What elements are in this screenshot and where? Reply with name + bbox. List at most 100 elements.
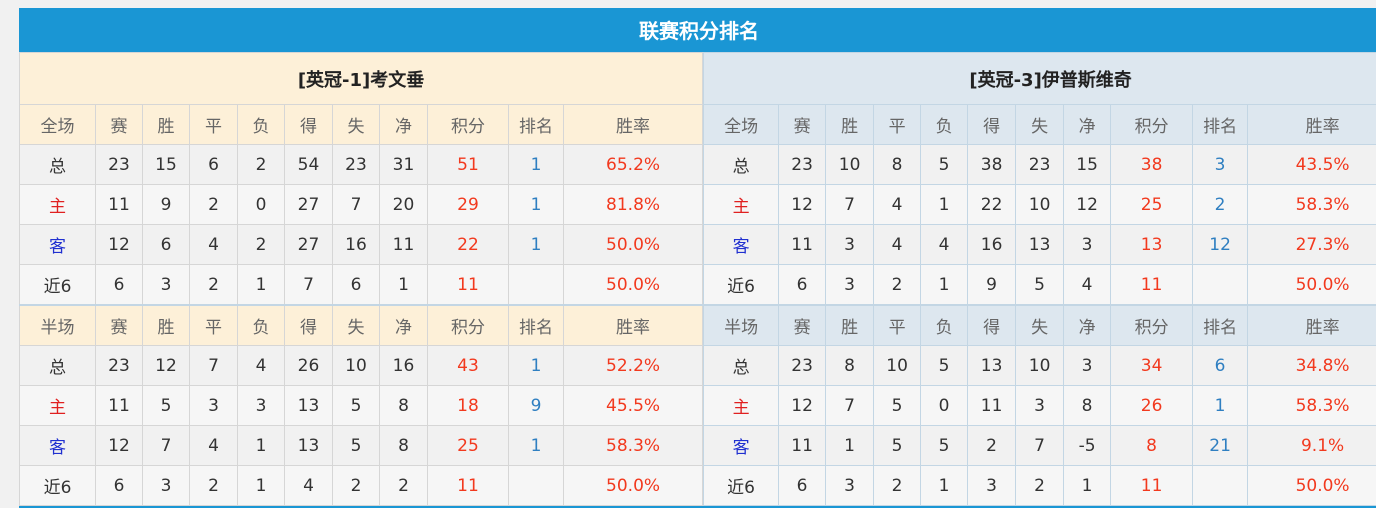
cell: 3 bbox=[825, 264, 875, 306]
cell: 34 bbox=[1110, 345, 1194, 386]
cell: 7 bbox=[1015, 425, 1065, 466]
column-header: 胜率 bbox=[562, 304, 704, 346]
cell: 2 bbox=[1192, 184, 1249, 225]
header-row: 全场赛胜平负得失净积分 排名 胜率 bbox=[703, 104, 1376, 145]
column-header: 积分 bbox=[427, 304, 509, 346]
cell: 3 bbox=[1192, 144, 1249, 185]
cell: 0 bbox=[920, 385, 969, 426]
cell: 主 bbox=[703, 184, 780, 225]
cell: 50.0% bbox=[1247, 264, 1376, 306]
cell: 2 bbox=[189, 184, 238, 225]
cell: 近6 bbox=[19, 264, 96, 306]
table-row: 客 11 3 4 4 16 13 3 13 12 27.3% bbox=[703, 224, 1376, 265]
cell: 近6 bbox=[19, 465, 96, 506]
cell: 11 bbox=[778, 425, 827, 466]
cell: 11 bbox=[427, 264, 509, 306]
cell: 20 bbox=[379, 184, 428, 225]
cell: 近6 bbox=[703, 465, 780, 506]
cell: 8 bbox=[1063, 385, 1112, 426]
cell: 22 bbox=[427, 224, 509, 265]
cell: 1 bbox=[920, 465, 969, 506]
table-row: 客 11 1 5 5 2 7 -5 8 21 9.1% bbox=[703, 425, 1376, 466]
cell: 主 bbox=[703, 385, 780, 426]
team-pane: [英冠-3]伊普斯维奇 全场赛胜平负得失净积分 排名 胜率总 23 10 8 5 38 23 15 3… bbox=[703, 52, 1376, 508]
cell: 2 bbox=[189, 264, 238, 306]
cell: 26 bbox=[1110, 385, 1194, 426]
cell: 13 bbox=[1110, 224, 1194, 265]
cell: 3 bbox=[825, 465, 875, 506]
cell: 8 bbox=[1110, 425, 1194, 466]
column-header: 得 bbox=[284, 304, 333, 346]
cell: 43.5% bbox=[1247, 144, 1376, 185]
cell: 18 bbox=[427, 385, 509, 426]
cell: 0 bbox=[237, 184, 285, 225]
cell: 客 bbox=[703, 425, 780, 466]
column-header: 负 bbox=[920, 104, 969, 145]
cell: 近6 bbox=[703, 264, 780, 306]
cell: 5 bbox=[873, 425, 922, 466]
table-row: 主 11 9 2 0 27 7 20 29 1 81.8% bbox=[19, 184, 704, 225]
cell: 9 bbox=[967, 264, 1017, 306]
team-name: [英冠-1]考文垂 bbox=[18, 52, 704, 105]
cell: 65.2% bbox=[562, 144, 704, 185]
cell: 2 bbox=[189, 465, 238, 506]
table-row: 主 12 7 4 1 22 10 12 25 2 58.3% bbox=[703, 184, 1376, 225]
cell: 15 bbox=[1063, 144, 1112, 185]
cell: 1 bbox=[379, 264, 428, 306]
panel-title: 联赛积分排名 bbox=[19, 8, 1376, 52]
cell: 21 bbox=[1192, 425, 1249, 466]
cell: 3 bbox=[1063, 345, 1112, 386]
cell: 2 bbox=[237, 224, 285, 265]
column-header: 排名 bbox=[508, 104, 564, 145]
cell: 9.1% bbox=[1247, 425, 1376, 466]
cell: 6 bbox=[778, 264, 827, 306]
cell: 10 bbox=[332, 345, 380, 386]
cell: 23 bbox=[1015, 144, 1065, 185]
cell: 54 bbox=[284, 144, 333, 185]
cell: 7 bbox=[284, 264, 333, 306]
cell: 11 bbox=[379, 224, 428, 265]
cell: 5 bbox=[920, 425, 969, 466]
cell: 8 bbox=[873, 144, 922, 185]
cell: 5 bbox=[920, 144, 969, 185]
column-header: 平 bbox=[189, 304, 238, 346]
table-row: 主 12 7 5 0 11 3 8 26 1 58.3% bbox=[703, 385, 1376, 426]
column-header: 赛 bbox=[95, 304, 143, 346]
cell: 12 bbox=[778, 385, 827, 426]
cell: 4 bbox=[1063, 264, 1112, 306]
cell: 27.3% bbox=[1247, 224, 1376, 265]
cell: 26 bbox=[284, 345, 333, 386]
cell: 8 bbox=[825, 345, 875, 386]
cell: 34.8% bbox=[1247, 345, 1376, 386]
cell: 58.3% bbox=[562, 425, 704, 466]
cell: 15 bbox=[142, 144, 190, 185]
section-label: 半场 bbox=[19, 304, 96, 346]
cell: 4 bbox=[189, 224, 238, 265]
cell: 10 bbox=[1015, 184, 1065, 225]
header-row: 全场赛胜平负得失净积分 排名 胜率 bbox=[19, 104, 704, 145]
cell: 9 bbox=[508, 385, 564, 426]
cell: 5 bbox=[332, 425, 380, 466]
cell: 38 bbox=[1110, 144, 1194, 185]
cell: 5 bbox=[332, 385, 380, 426]
column-header: 负 bbox=[237, 104, 285, 145]
cell: 4 bbox=[189, 425, 238, 466]
cell: 2 bbox=[873, 465, 922, 506]
team-pane: [英冠-1]考文垂 全场赛胜平负得失净积分 排名 胜率总 23 15 6 2 54 23 31 51 1… bbox=[18, 52, 704, 508]
column-header: 失 bbox=[332, 104, 380, 145]
cell: 27 bbox=[284, 224, 333, 265]
cell: 客 bbox=[19, 224, 96, 265]
cell: 总 bbox=[703, 144, 780, 185]
cell: 1 bbox=[508, 425, 564, 466]
cell: 11 bbox=[1110, 465, 1194, 506]
cell: 4 bbox=[284, 465, 333, 506]
cell: 1 bbox=[1063, 465, 1112, 506]
cell: 总 bbox=[703, 345, 780, 386]
cell: 1 bbox=[920, 264, 969, 306]
cell: 11 bbox=[95, 385, 143, 426]
cell: -5 bbox=[1063, 425, 1112, 466]
section-label: 全场 bbox=[19, 104, 96, 145]
column-header: 失 bbox=[1015, 104, 1065, 145]
column-header: 赛 bbox=[778, 104, 827, 145]
cell: 5 bbox=[920, 345, 969, 386]
